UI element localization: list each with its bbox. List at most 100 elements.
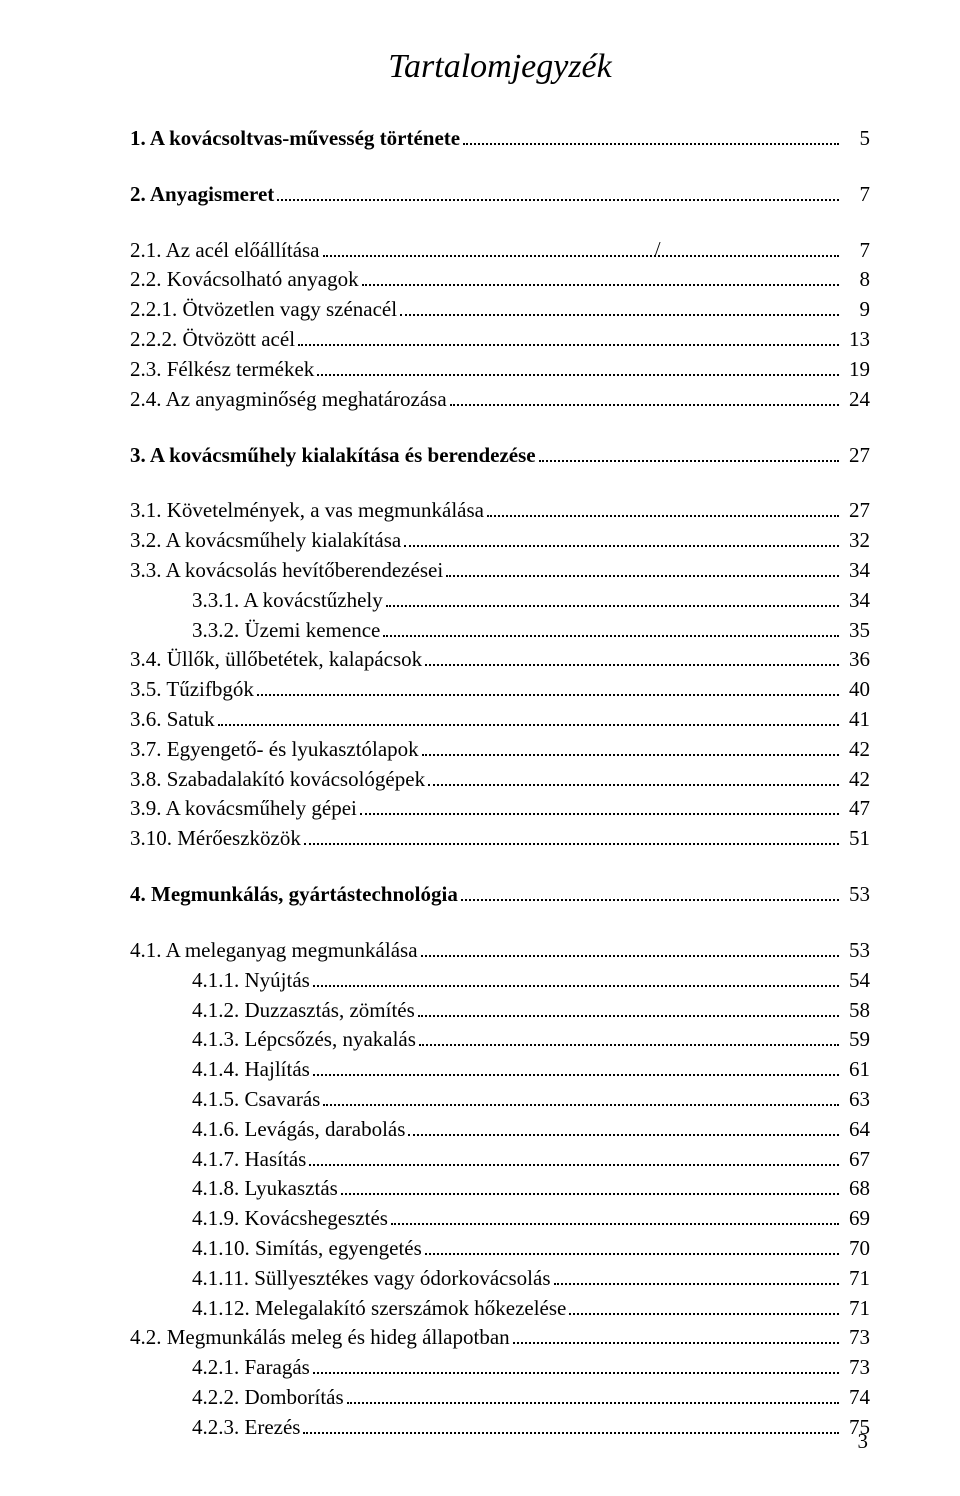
toc-row: 4.1.8. Lyukasztás 68 (130, 1174, 870, 1204)
toc-leader (386, 588, 839, 607)
toc-label: 2.3. Félkész termékek (130, 355, 314, 385)
toc-row: 2.4. Az anyagminőség meghatározása24 (130, 385, 870, 415)
toc-row: 3.6. Satuk41 (130, 705, 870, 735)
toc-label: 3.1. Követelmények, a vas megmunkálása (130, 496, 484, 526)
toc-label: 4.2.1. Faragás (192, 1353, 310, 1383)
toc-row: 3.3. A kovácsolás hevítőberendezései 34 (130, 556, 870, 586)
toc-label: 3.10. Mérőeszközök (130, 824, 301, 854)
toc-page: 34 (842, 556, 870, 586)
toc-page: 71 (842, 1294, 870, 1324)
toc-label: 4.1.12. Melegalakító szerszámok hőkezelé… (192, 1294, 566, 1324)
toc-page: 13 (842, 325, 870, 355)
page-title: Tartalomjegyzék (130, 48, 870, 86)
toc-page: 42 (842, 765, 870, 795)
toc-leader (569, 1296, 839, 1315)
toc-row: 4.2.1. Faragás73 (130, 1353, 870, 1383)
toc-row: 4.1.2. Duzzasztás, zömítés 58 (130, 996, 870, 1026)
toc-label: 4.1.7. Hasítás (192, 1145, 306, 1175)
toc-page: 67 (842, 1145, 870, 1175)
toc-page: 51 (842, 824, 870, 854)
toc-row: 3.5. Tűzifbgók40 (130, 675, 870, 705)
toc-leader (513, 1326, 839, 1345)
toc-gap (130, 854, 870, 880)
toc-leader (303, 1415, 839, 1434)
toc-label: 3.5. Tűzifbgók (130, 675, 254, 705)
toc-label: 3.3.2. Üzemi kemence (192, 616, 380, 646)
toc-row: 4.1.9. Kovácshegesztés 69 (130, 1204, 870, 1234)
toc-row: 4.1.4. Hajlítás61 (130, 1055, 870, 1085)
toc-row: 3.4. Üllők, üllőbetétek, kalapácsok 36 (130, 645, 870, 675)
toc-row: 4. Megmunkálás, gyártástechnológia53 (130, 880, 870, 910)
toc-row: 4.1. A meleganyag megmunkálása53 (130, 936, 870, 966)
toc-leader (277, 182, 839, 201)
toc-row: 2.2. Kovácsolható anyagok 8 (130, 265, 870, 295)
toc-label: 4.1.9. Kovácshegesztés (192, 1204, 388, 1234)
toc-row: 3.2. A kovácsműhely kialakítása32 (130, 526, 870, 556)
toc-page: 71 (842, 1264, 870, 1294)
toc-label: 4.1.2. Duzzasztás, zömítés (192, 996, 415, 1026)
toc-label: 3.3. A kovácsolás hevítőberendezései (130, 556, 443, 586)
toc-leader (383, 618, 839, 637)
toc-leader (304, 826, 839, 845)
toc-page: 5 (842, 124, 870, 154)
toc-row: 2.1. Az acél előállítása7 (130, 236, 870, 266)
toc-leader (419, 1028, 839, 1047)
toc-label: 4.2. Megmunkálás meleg és hideg állapotb… (130, 1323, 510, 1353)
toc-leader (218, 707, 839, 726)
toc-row: 3.3.2. Üzemi kemence35 (130, 616, 870, 646)
toc-row: 4.2.3. Erezés75 (130, 1413, 870, 1443)
toc-row: 4.1.3. Lépcsőzés, nyakalás59 (130, 1025, 870, 1055)
toc-label: 3.8. Szabadalakító kovácsológépek (130, 765, 425, 795)
toc-page: 7 (842, 180, 870, 210)
toc-label: 4.2.2. Domborítás (192, 1383, 344, 1413)
toc-leader (539, 443, 839, 462)
toc-row: 3.9. A kovácsműhely gépei47 (130, 794, 870, 824)
toc-leader (313, 1355, 839, 1374)
toc-page: 69 (842, 1204, 870, 1234)
toc-row: 4.1.10. Simítás, egyengetés70 (130, 1234, 870, 1264)
toc-row: 4.1.7. Hasítás 67 (130, 1145, 870, 1175)
toc-leader (461, 882, 839, 901)
toc-page: 63 (842, 1085, 870, 1115)
toc-leader (422, 737, 839, 756)
toc-label: 4.1.1. Nyújtás (192, 966, 310, 996)
toc-page: 53 (842, 880, 870, 910)
toc-page: 34 (842, 586, 870, 616)
toc-leader (360, 797, 839, 816)
toc-row: 4.1.1. Nyújtás 54 (130, 966, 870, 996)
toc-label: 3.4. Üllők, üllőbetétek, kalapácsok (130, 645, 422, 675)
page-number: 3 (858, 1429, 869, 1454)
toc-page: 53 (842, 936, 870, 966)
toc-leader (317, 357, 839, 376)
toc-gap (130, 470, 870, 496)
toc-label: 2.2.1. Ötvözetlen vagy szénacél (130, 295, 397, 325)
toc-leader (323, 238, 839, 257)
toc-label: 4.1.3. Lépcsőzés, nyakalás (192, 1025, 416, 1055)
toc-label: 2.2. Kovácsolható anyagok (130, 265, 359, 295)
toc-label: 4.1.6. Levágás, darabolás (192, 1115, 405, 1145)
toc-page: 64 (842, 1115, 870, 1145)
toc-label: 4.1.8. Lyukasztás (192, 1174, 338, 1204)
toc-page: 8 (842, 265, 870, 295)
toc-label: 3. A kovácsműhely kialakítása és berende… (130, 441, 536, 471)
toc-gap (130, 415, 870, 441)
toc-leader (428, 767, 839, 786)
toc-page: 27 (842, 441, 870, 471)
table-of-contents: 1. A kovácsoltvas-művesség története52. … (130, 124, 870, 1443)
toc-page: 68 (842, 1174, 870, 1204)
toc-row: 3.1. Követelmények, a vas megmunkálása27 (130, 496, 870, 526)
toc-row: 4.1.11. Süllyesztékes vagy ódorkovácsolá… (130, 1264, 870, 1294)
toc-page: 7 (842, 236, 870, 266)
toc-leader (323, 1087, 839, 1106)
toc-page: 54 (842, 966, 870, 996)
toc-label: 4.1.5. Csavarás (192, 1085, 320, 1115)
toc-row: 4.1.12. Melegalakító szerszámok hőkezelé… (130, 1294, 870, 1324)
toc-row: 2. Anyagismeret 7 (130, 180, 870, 210)
toc-page: 58 (842, 996, 870, 1026)
toc-leader (487, 499, 839, 518)
toc-leader (425, 648, 839, 667)
toc-leader (421, 938, 839, 957)
toc-label: 2. Anyagismeret (130, 180, 274, 210)
toc-page: 36 (842, 645, 870, 675)
stray-mark: / (655, 238, 661, 261)
